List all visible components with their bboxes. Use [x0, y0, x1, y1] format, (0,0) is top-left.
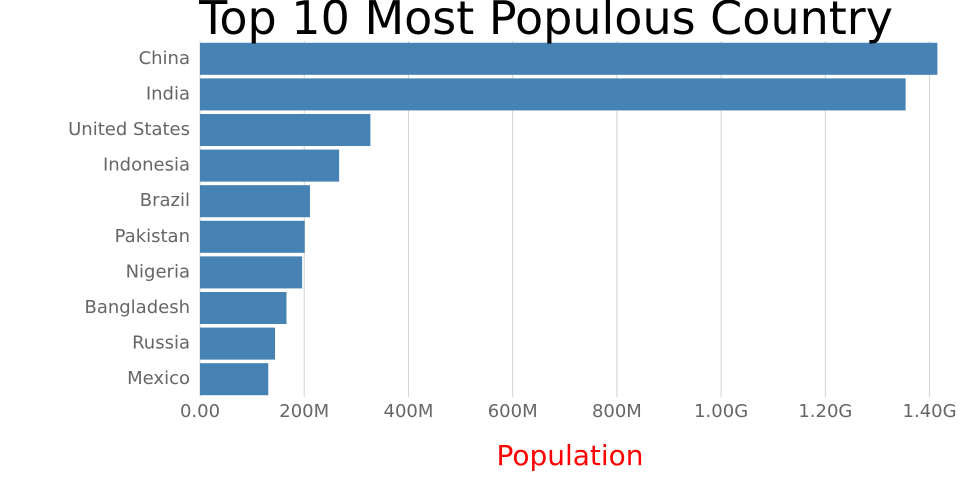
- bars: [200, 42, 938, 396]
- x-tick-label: 600M: [488, 401, 538, 422]
- bar: [200, 113, 371, 147]
- bar: [200, 327, 276, 360]
- bar: [200, 220, 305, 253]
- x-tick-label: 800M: [592, 401, 642, 422]
- x-tick-label: 1.00G: [694, 401, 748, 422]
- bar: [200, 149, 340, 182]
- x-tick-label: 400M: [384, 401, 434, 422]
- x-tick-label: 0.00: [180, 401, 220, 422]
- category-label: Russia: [132, 333, 190, 354]
- category-label: Indonesia: [103, 155, 190, 176]
- category-labels: China India United States Indonesia Brazil Pa…: [68, 48, 190, 389]
- category-label: India: [146, 83, 190, 104]
- category-label: Pakistan: [115, 226, 190, 247]
- bar: [200, 291, 287, 325]
- category-label: China: [139, 48, 190, 69]
- bar: [200, 363, 269, 396]
- chart-title: Top 10 Most Populous Country: [198, 0, 893, 45]
- x-tick-labels: 0.00 200M 400M 600M 800M 1.00G 1.20G 1.40G: [180, 401, 957, 422]
- category-label: Mexico: [127, 368, 190, 389]
- bar: [200, 42, 938, 75]
- bar: [200, 78, 906, 111]
- x-tick-label: 200M: [279, 401, 329, 422]
- x-axis-title: Population: [496, 439, 643, 472]
- category-label: Nigeria: [126, 261, 190, 282]
- category-label: United States: [68, 119, 190, 140]
- category-label: Bangladesh: [84, 297, 190, 318]
- bar: [200, 256, 303, 289]
- x-tick-label: 1.40G: [903, 401, 957, 422]
- bar: [200, 185, 310, 218]
- category-label: Brazil: [140, 190, 190, 211]
- x-tick-label: 1.20G: [798, 401, 852, 422]
